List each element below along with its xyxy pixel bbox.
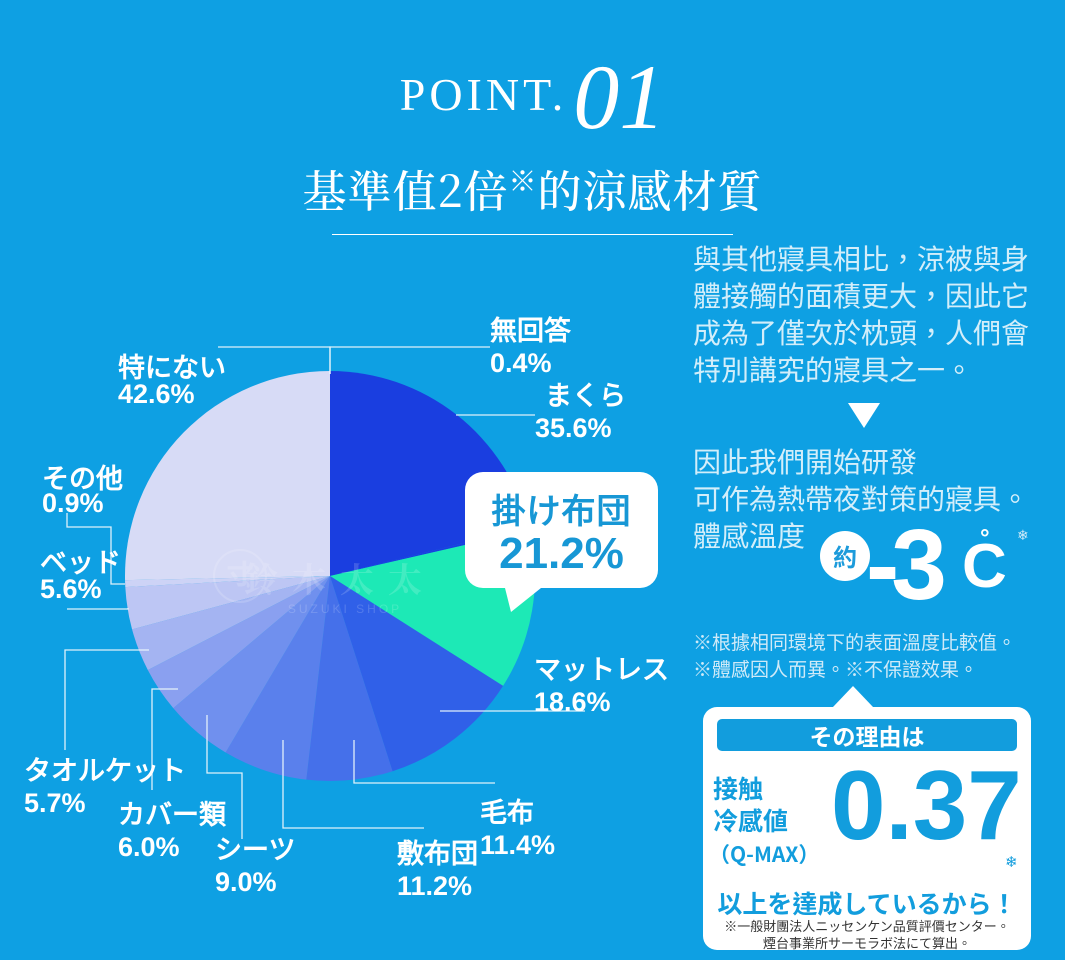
svg-text:敷布団: 敷布団: [397, 838, 478, 869]
svg-text:6.0%: 6.0%: [118, 832, 180, 862]
svg-text:まくら: まくら: [545, 381, 626, 411]
svg-text:35.6%: 35.6%: [535, 413, 612, 443]
svg-text:11.4%: 11.4%: [480, 830, 555, 860]
svg-text:0.9%: 0.9%: [42, 488, 104, 518]
svg-text:シーツ: シーツ: [215, 835, 295, 865]
svg-text:SUZUKI SHOP: SUZUKI SHOP: [288, 602, 402, 616]
svg-text:42.6%: 42.6%: [118, 379, 195, 409]
svg-text:鈴木太太: 鈴木太太: [244, 553, 436, 602]
svg-text:5.6%: 5.6%: [40, 574, 102, 604]
svg-text:タオルケット: タオルケット: [24, 756, 186, 786]
svg-text:無回答: 無回答: [490, 315, 572, 346]
svg-text:9.0%: 9.0%: [215, 867, 277, 897]
svg-text:0.4%: 0.4%: [490, 348, 552, 378]
svg-text:毛布: 毛布: [480, 798, 534, 828]
svg-text:18.6%: 18.6%: [534, 687, 611, 717]
svg-text:マットレス: マットレス: [534, 655, 669, 685]
svg-text:カバー類: カバー類: [118, 800, 227, 830]
svg-text:5.7%: 5.7%: [24, 788, 86, 818]
svg-text:11.2%: 11.2%: [397, 871, 472, 901]
